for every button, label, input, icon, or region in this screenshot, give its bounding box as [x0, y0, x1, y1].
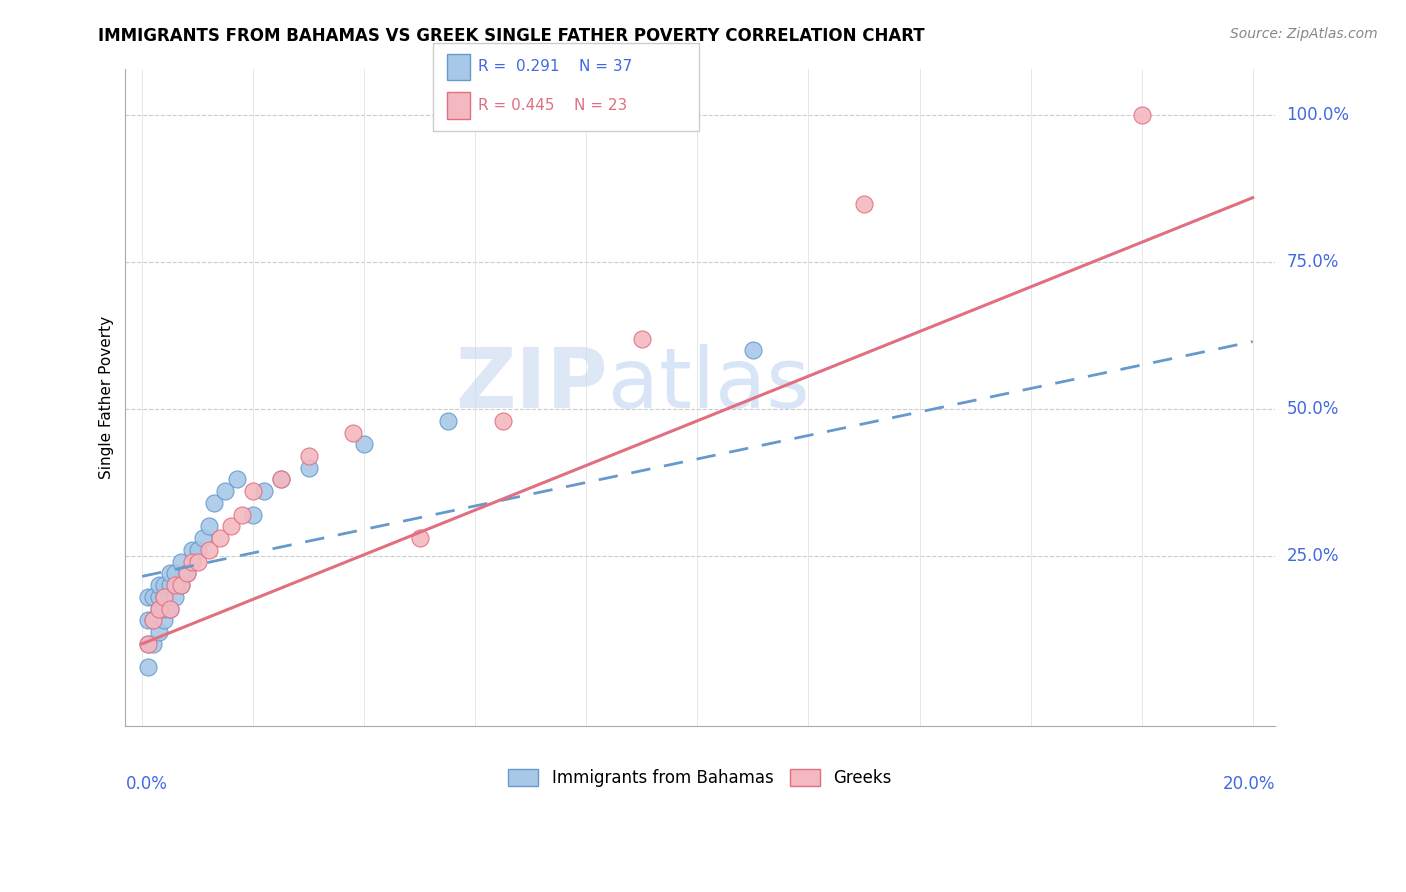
Point: [342, 425, 364, 440]
Point: [136, 637, 159, 651]
Point: [136, 590, 159, 604]
Point: [159, 601, 181, 615]
Point: [142, 614, 165, 628]
Point: [187, 543, 209, 558]
Point: [148, 590, 170, 604]
Point: [409, 531, 432, 545]
Point: [181, 555, 204, 569]
Text: ZIP: ZIP: [456, 343, 609, 425]
Point: [187, 555, 209, 569]
Point: [142, 590, 165, 604]
Point: [170, 578, 193, 592]
Y-axis label: Single Father Poverty: Single Father Poverty: [100, 316, 114, 479]
Point: [136, 637, 159, 651]
Point: [853, 196, 876, 211]
Point: [197, 519, 219, 533]
Point: [159, 566, 181, 581]
Point: [176, 566, 198, 581]
Text: R = 0.445    N = 23: R = 0.445 N = 23: [478, 98, 627, 112]
Point: [225, 473, 247, 487]
Point: [170, 555, 193, 569]
Legend: Immigrants from Bahamas, Greeks: Immigrants from Bahamas, Greeks: [502, 762, 898, 793]
Point: [148, 625, 170, 640]
Point: [142, 614, 165, 628]
Point: [181, 543, 204, 558]
Point: [214, 484, 236, 499]
Point: [208, 531, 231, 545]
Point: [231, 508, 253, 522]
Point: [148, 601, 170, 615]
Text: IMMIGRANTS FROM BAHAMAS VS GREEK SINGLE FATHER POVERTY CORRELATION CHART: IMMIGRANTS FROM BAHAMAS VS GREEK SINGLE …: [98, 27, 925, 45]
Point: [742, 343, 765, 358]
Point: [242, 484, 264, 499]
Point: [165, 566, 187, 581]
Point: [170, 578, 193, 592]
Point: [153, 578, 176, 592]
Point: [153, 590, 176, 604]
Text: 75.0%: 75.0%: [1286, 253, 1339, 271]
Point: [193, 531, 215, 545]
Text: atlas: atlas: [609, 343, 810, 425]
Point: [219, 519, 242, 533]
Point: [1130, 108, 1153, 122]
Point: [148, 578, 170, 592]
Text: 25.0%: 25.0%: [1286, 547, 1339, 565]
Point: [136, 660, 159, 674]
Text: Source: ZipAtlas.com: Source: ZipAtlas.com: [1230, 27, 1378, 41]
Text: R =  0.291    N = 37: R = 0.291 N = 37: [478, 60, 633, 74]
Point: [631, 332, 654, 346]
Text: 20.0%: 20.0%: [1222, 775, 1275, 793]
Point: [159, 578, 181, 592]
Point: [270, 473, 292, 487]
Point: [136, 614, 159, 628]
Text: 100.0%: 100.0%: [1286, 106, 1350, 125]
Point: [270, 473, 292, 487]
Point: [153, 590, 176, 604]
Point: [202, 496, 225, 510]
Text: 0.0%: 0.0%: [125, 775, 167, 793]
Point: [165, 590, 187, 604]
Point: [148, 601, 170, 615]
Point: [298, 460, 321, 475]
Point: [253, 484, 276, 499]
Point: [197, 543, 219, 558]
Point: [242, 508, 264, 522]
Point: [492, 414, 515, 428]
Point: [153, 601, 176, 615]
Point: [298, 449, 321, 463]
Point: [176, 566, 198, 581]
Point: [142, 637, 165, 651]
Point: [353, 437, 375, 451]
Point: [165, 578, 187, 592]
Text: 50.0%: 50.0%: [1286, 400, 1339, 418]
Point: [436, 414, 458, 428]
Point: [159, 601, 181, 615]
Point: [153, 614, 176, 628]
